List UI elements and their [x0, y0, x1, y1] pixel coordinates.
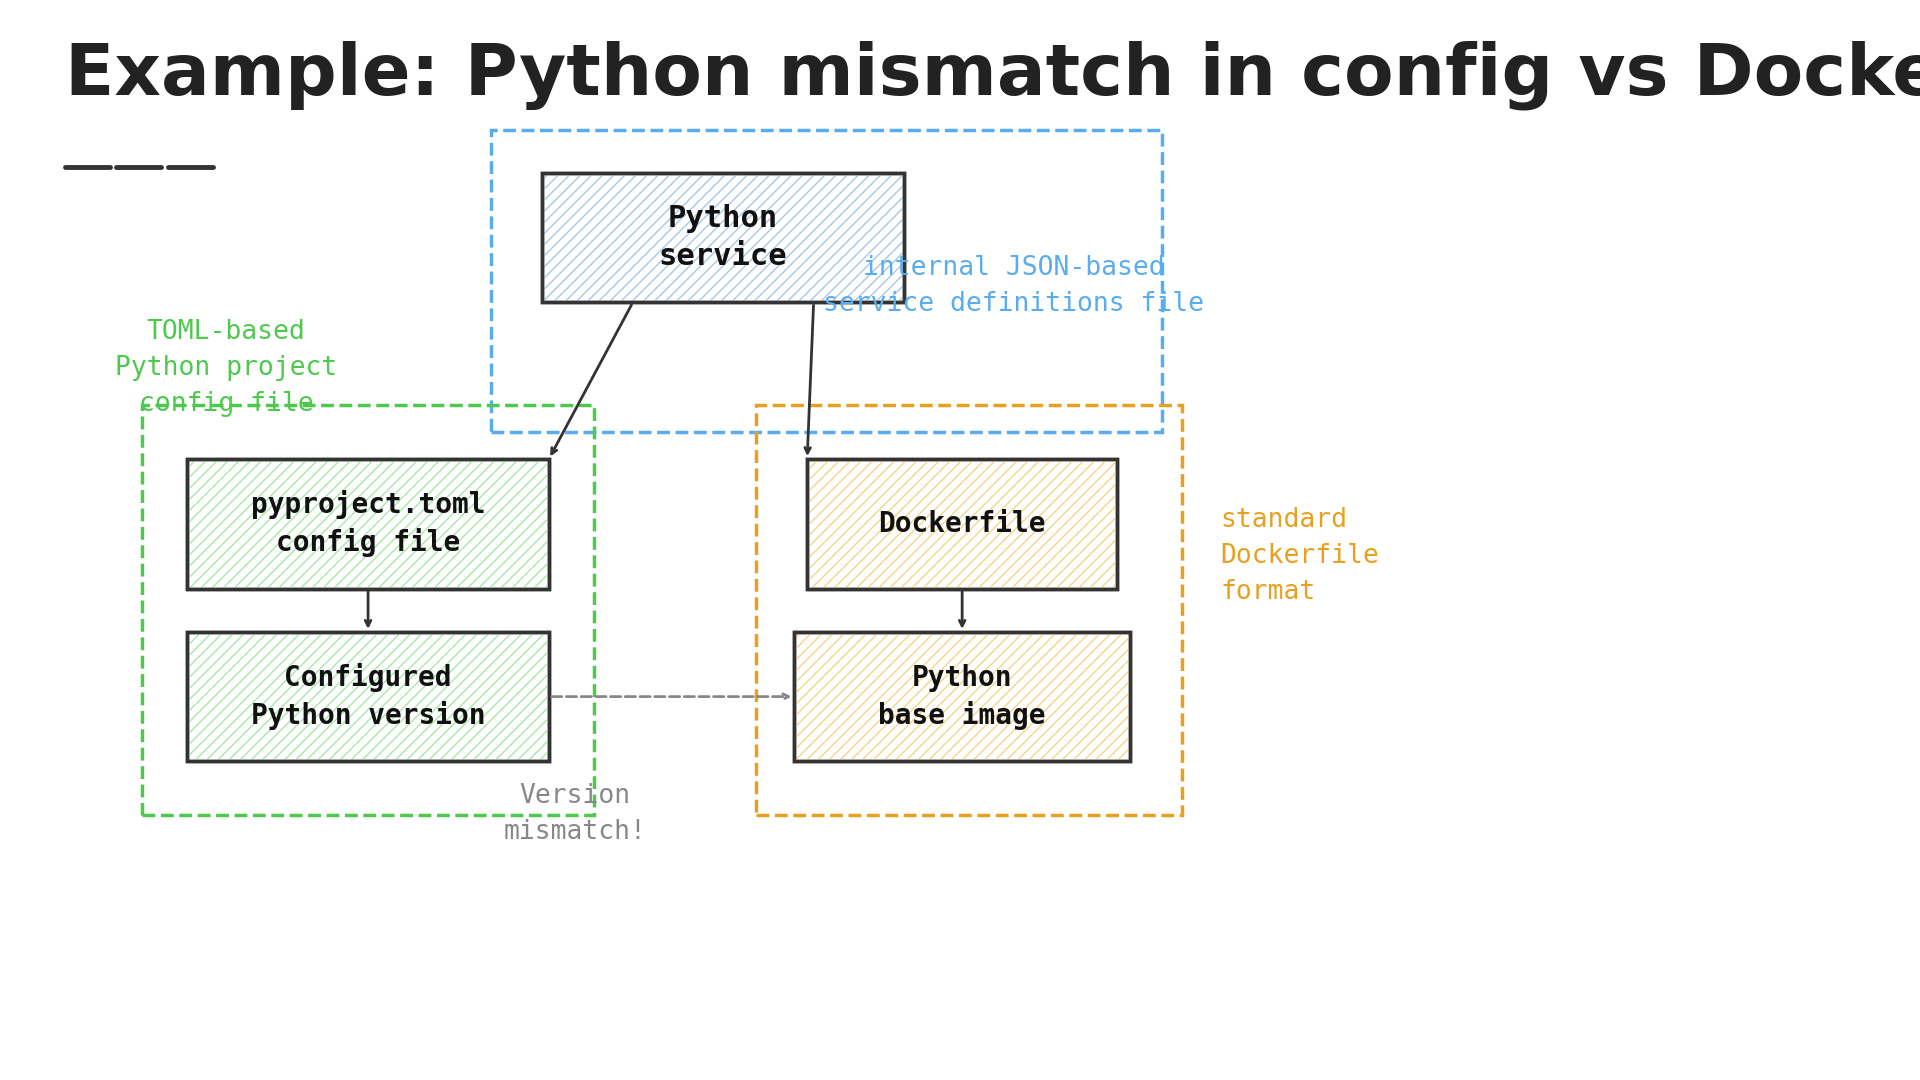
Text: Version
mismatch!: Version mismatch! [503, 783, 647, 845]
Text: Dockerfile: Dockerfile [877, 510, 1046, 538]
FancyBboxPatch shape [543, 173, 904, 302]
Text: Example: Python mismatch in config vs Dockerfile: Example: Python mismatch in config vs Do… [65, 41, 1920, 110]
Text: pyproject.toml
config file: pyproject.toml config file [252, 490, 486, 557]
Text: Configured
Python version: Configured Python version [252, 663, 486, 730]
FancyBboxPatch shape [795, 632, 1131, 761]
FancyBboxPatch shape [806, 459, 1117, 589]
Text: internal JSON-based
service definitions file: internal JSON-based service definitions … [824, 255, 1204, 318]
FancyBboxPatch shape [188, 459, 549, 589]
Text: TOML-based
Python project
config file: TOML-based Python project config file [115, 319, 338, 417]
Text: standard
Dockerfile
format: standard Dockerfile format [1221, 508, 1379, 605]
FancyBboxPatch shape [188, 632, 549, 761]
Text: Python
service: Python service [659, 204, 787, 271]
Text: Python
base image: Python base image [877, 663, 1046, 730]
